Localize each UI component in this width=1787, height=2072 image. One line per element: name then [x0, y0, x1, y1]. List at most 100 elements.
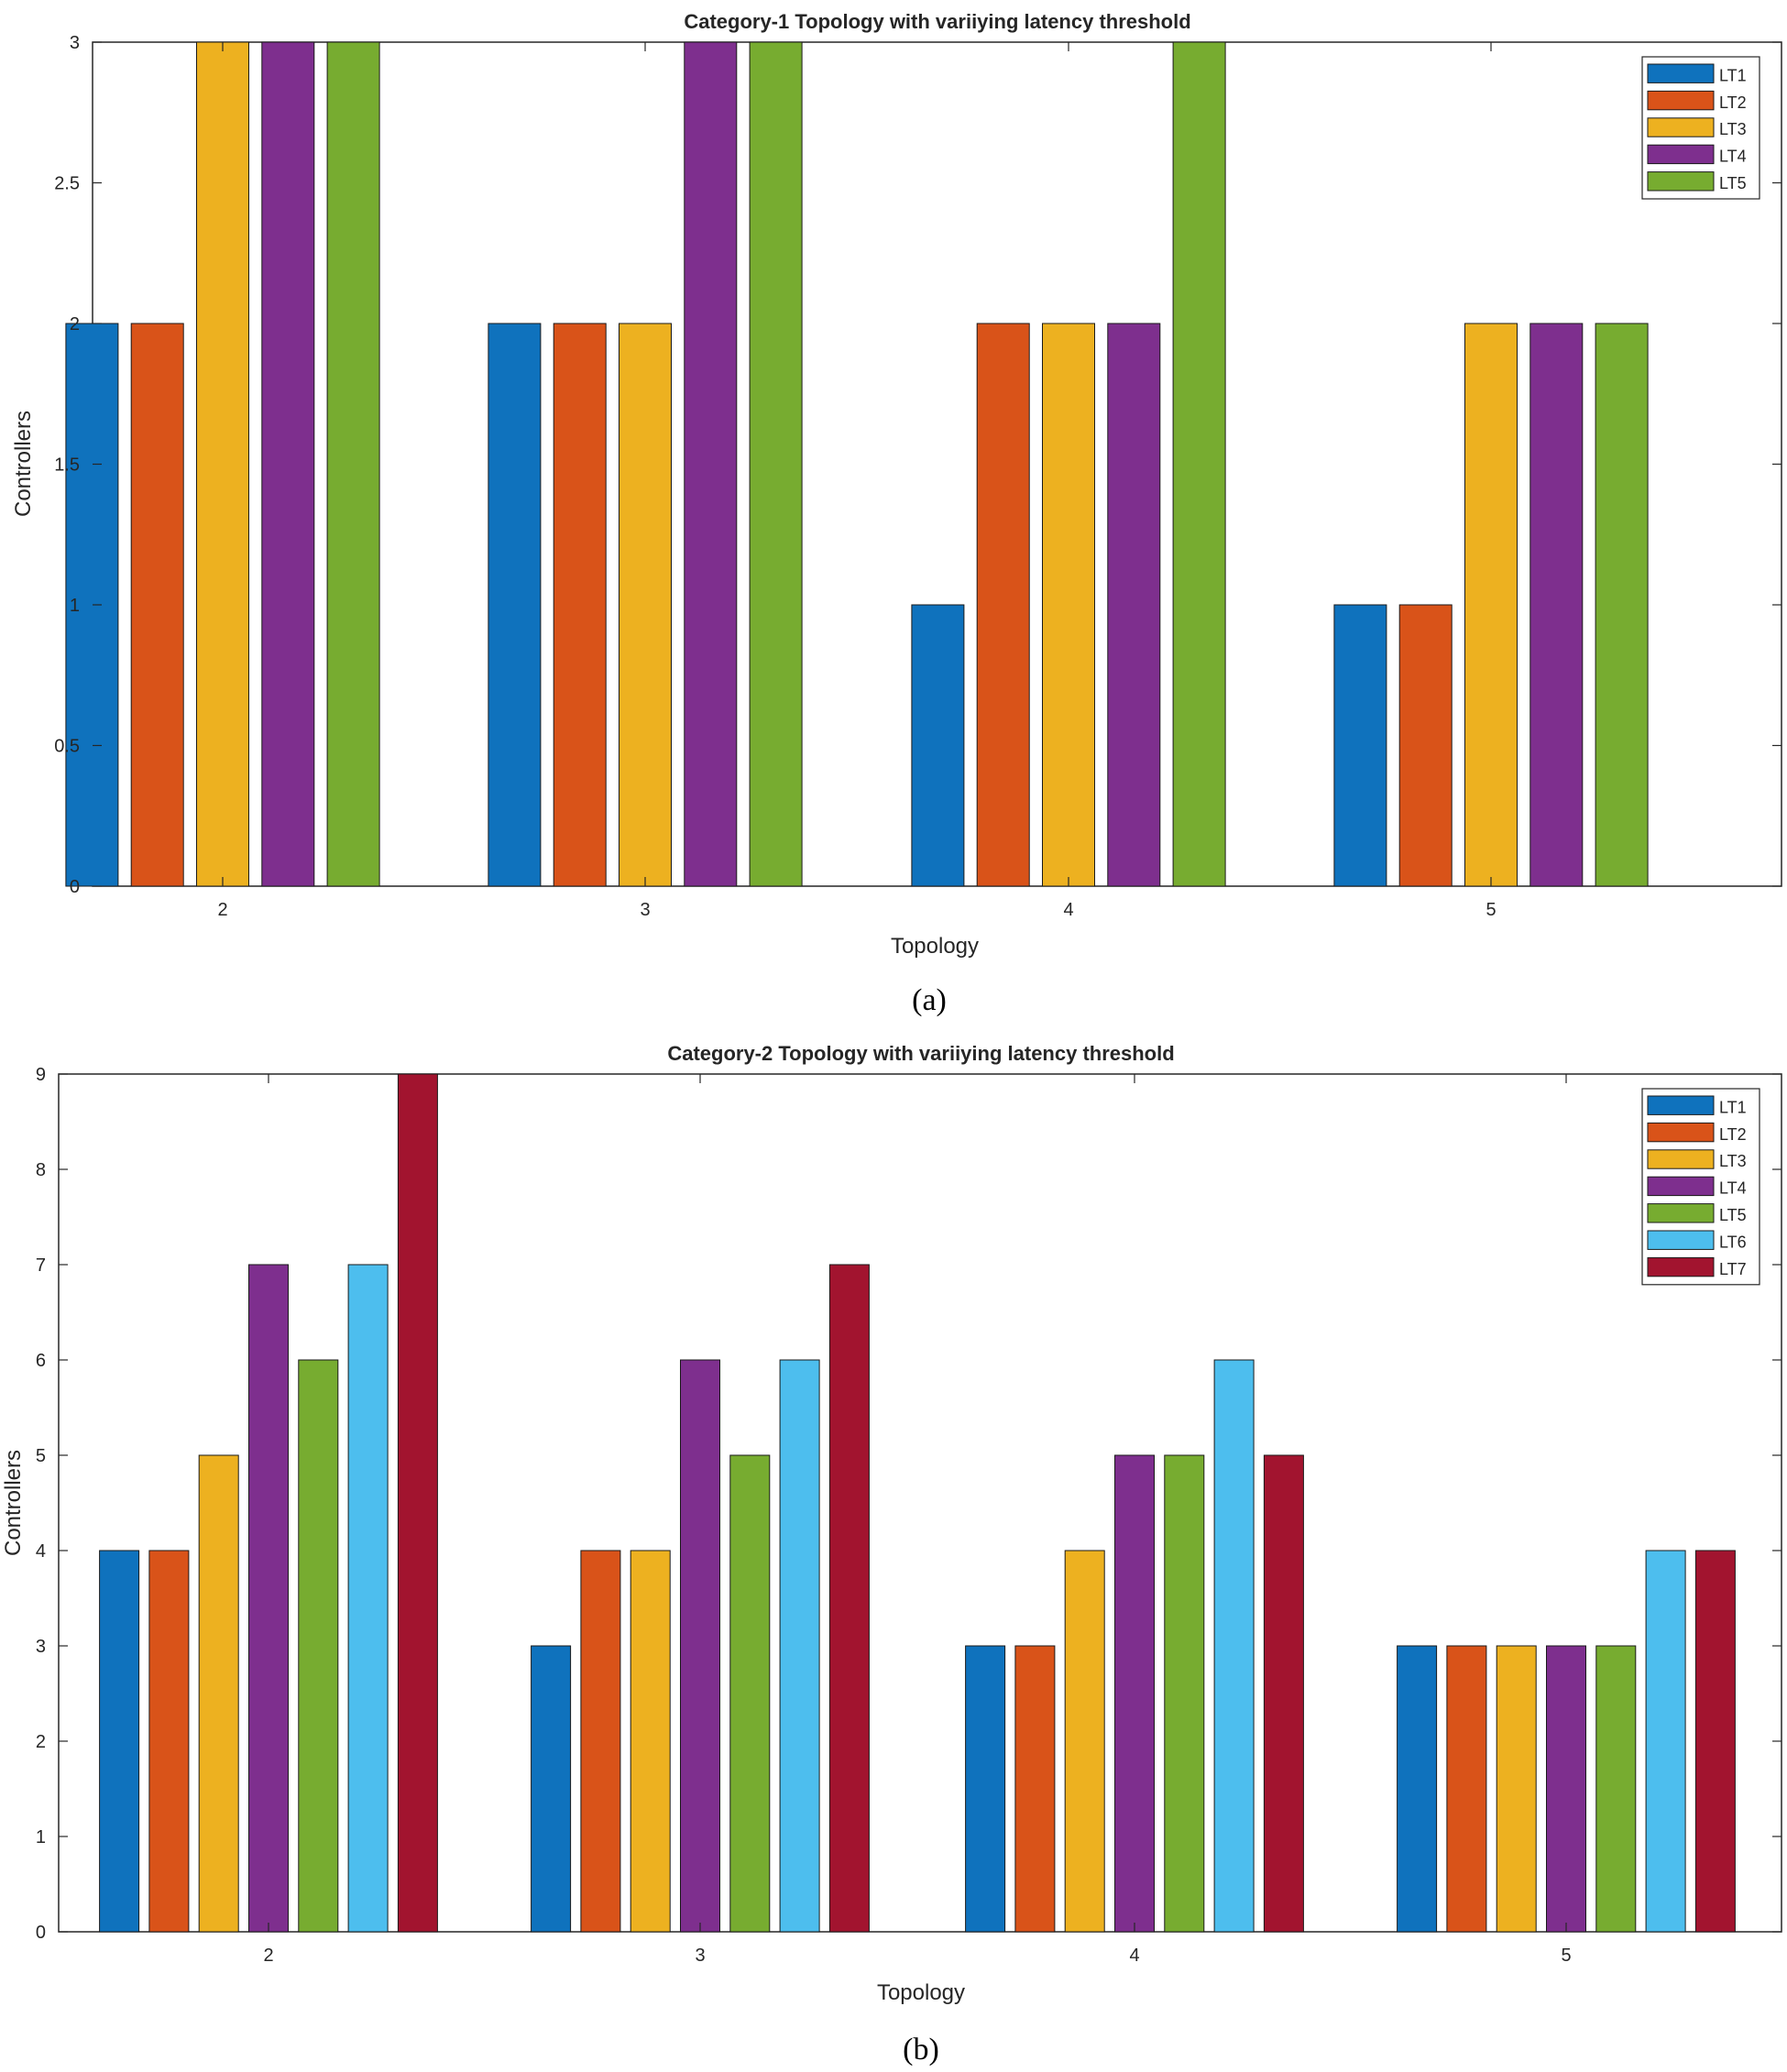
- chart-a-legend-label-lt1: LT1: [1719, 66, 1747, 84]
- chart-b-bar-lt2-3: [580, 1550, 621, 1933]
- chart-b-bar-lt4-4: [1114, 1454, 1155, 1933]
- chart-b-ytick-label: 4: [36, 1541, 46, 1562]
- chart-b-bar-lt2-4: [1014, 1645, 1056, 1933]
- chart-b-bar-lt3-2: [198, 1454, 239, 1933]
- chart-a-bar-lt1-5: [1333, 604, 1387, 887]
- chart-a-xlabel: Topology: [891, 934, 979, 959]
- chart-b-bar-lt2-5: [1446, 1645, 1487, 1933]
- chart-a-bar-lt5-3: [749, 41, 803, 887]
- chart-b-bar-lt1-5: [1397, 1645, 1438, 1933]
- chart-a-ylabel: Controllers: [11, 411, 36, 517]
- chart-a-bar-lt4-3: [684, 41, 738, 887]
- chart-b-bar-lt3-3: [630, 1550, 671, 1933]
- chart-b-bar-lt6-2: [347, 1264, 389, 1933]
- chart-b-xlabel: Topology: [877, 1980, 965, 2005]
- chart-a-legend-label-lt3: LT3: [1719, 120, 1747, 138]
- chart-b-bar-lt3-5: [1496, 1645, 1537, 1933]
- chart-a-ytick-label: 0.5: [54, 737, 80, 757]
- chart-b-legend-swatch-lt3: [1647, 1149, 1715, 1169]
- chart-b-bar-lt6-5: [1645, 1550, 1686, 1933]
- chart-b-bar-lt4-3: [680, 1359, 720, 1933]
- chart-a-bar-lt5-4: [1172, 41, 1226, 887]
- chart-b-ytick-label: 3: [36, 1637, 46, 1657]
- chart-a-legend-swatch-lt5: [1647, 171, 1715, 192]
- chart-b-legend-label-lt5: LT5: [1719, 1206, 1747, 1224]
- chart-b-bar-lt1-3: [531, 1645, 572, 1933]
- chart-b-ytick-label: 9: [36, 1065, 46, 1085]
- chart-b-ytick-label: 1: [36, 1827, 46, 1847]
- chart-b-plot-area: [58, 1073, 1782, 1933]
- chart-a-ytick-label: 1.5: [54, 455, 80, 476]
- chart-b: Category-2 Topology with variiying laten…: [1, 1042, 1782, 2067]
- chart-a-xtick-label: 4: [1063, 900, 1073, 920]
- chart-b-bar-lt5-3: [729, 1454, 771, 1933]
- chart-b-xtick-label: 3: [695, 1946, 705, 1966]
- chart-b-bar-lt4-5: [1546, 1645, 1586, 1933]
- chart-b-legend-swatch-lt6: [1647, 1230, 1715, 1250]
- chart-a-bar-lt4-2: [261, 41, 315, 887]
- chart-b-bar-lt5-2: [298, 1359, 339, 1933]
- chart-a-bar-lt5-2: [326, 41, 380, 887]
- chart-b-legend-label-lt6: LT6: [1719, 1233, 1747, 1251]
- chart-b-bar-lt7-3: [828, 1264, 870, 1933]
- chart-b-ytick-label: 0: [36, 1923, 46, 1943]
- chart-b-bar-lt1-4: [965, 1645, 1006, 1933]
- chart-b-bars: [99, 1073, 1736, 1933]
- chart-a-legend-swatch-lt4: [1647, 144, 1715, 165]
- chart-b-xtick-label: 5: [1561, 1946, 1571, 1966]
- chart-b-legend-label-lt7: LT7: [1719, 1260, 1747, 1278]
- chart-b-legend-label-lt1: LT1: [1719, 1098, 1747, 1116]
- chart-b-legend-swatch-lt7: [1647, 1256, 1715, 1277]
- chart-a-bar-lt3-4: [1042, 323, 1095, 887]
- chart-a-bar-lt2-3: [553, 323, 607, 887]
- chart-a-ytick-label: 0: [70, 877, 80, 897]
- chart-a-ytick-label: 1: [70, 596, 80, 616]
- chart-a-legend-label-lt4: LT4: [1719, 148, 1747, 166]
- chart-b-y-ticks: 0 1 2 3 4 5 6 7 8 9: [36, 1065, 1782, 1943]
- chart-a-bar-lt3-3: [619, 323, 672, 887]
- chart-a-bar-lt1-2: [65, 323, 119, 887]
- chart-b-ytick-label: 7: [36, 1255, 46, 1276]
- chart-b-bar-lt1-2: [99, 1550, 140, 1933]
- chart-a-bar-lt5-5: [1595, 323, 1649, 887]
- chart-b-bar-lt3-4: [1064, 1550, 1105, 1933]
- chart-b-bar-lt4-2: [248, 1264, 289, 1933]
- chart-b-x-ticks: 2 3 4 5: [263, 1074, 1572, 1966]
- chart-a-bar-lt2-5: [1398, 604, 1453, 887]
- chart-b-xtick-label: 4: [1129, 1946, 1139, 1966]
- chart-b-bar-lt5-5: [1595, 1645, 1637, 1933]
- chart-a: Category-1 Topology with variiying laten…: [11, 10, 1782, 1017]
- chart-a-bar-lt1-4: [911, 604, 965, 887]
- chart-b-ylabel: Controllers: [1, 1450, 26, 1556]
- chart-a-ytick-label: 3: [70, 33, 80, 53]
- chart-a-ytick-label: 2: [70, 314, 80, 334]
- chart-a-bar-lt3-2: [196, 41, 249, 887]
- chart-b-bar-lt6-4: [1213, 1359, 1255, 1933]
- chart-a-x-ticks: 2 3 4 5: [217, 42, 1496, 920]
- chart-a-legend: LT1 LT2 LT3 LT4 LT5: [1641, 56, 1760, 200]
- chart-b-legend-swatch-lt2: [1647, 1122, 1715, 1143]
- chart-b-legend-swatch-lt5: [1647, 1203, 1715, 1223]
- chart-a-y-ticks: 0 0.5 1 1.5 2 2.5 3: [54, 33, 1782, 897]
- chart-a-xtick-label: 3: [640, 900, 650, 920]
- chart-b-legend-swatch-lt1: [1647, 1095, 1715, 1115]
- chart-a-xtick-label: 5: [1486, 900, 1496, 920]
- chart-a-legend-label-lt5: LT5: [1719, 174, 1747, 192]
- chart-b-ytick-label: 2: [36, 1732, 46, 1752]
- chart-b-legend-label-lt4: LT4: [1719, 1179, 1747, 1198]
- chart-b-xtick-label: 2: [263, 1946, 273, 1966]
- chart-b-caption: (b): [903, 2033, 939, 2067]
- chart-a-legend-swatch-lt1: [1647, 63, 1715, 83]
- chart-b-bar-lt7-2: [397, 1073, 438, 1933]
- chart-b-bar-lt7-5: [1694, 1550, 1736, 1933]
- chart-a-bar-lt2-2: [130, 323, 184, 887]
- chart-b-legend: LT1 LT2 LT3 LT4 LT5 LT6 LT7: [1641, 1088, 1760, 1286]
- chart-a-bar-lt2-4: [976, 323, 1030, 887]
- chart-a-xtick-label: 2: [217, 900, 227, 920]
- chart-a-bar-lt4-5: [1529, 323, 1584, 887]
- chart-a-ytick-label: 2.5: [54, 174, 80, 194]
- chart-b-legend-label-lt2: LT2: [1719, 1125, 1747, 1144]
- chart-b-ytick-label: 6: [36, 1351, 46, 1371]
- chart-a-bars: [65, 41, 1649, 887]
